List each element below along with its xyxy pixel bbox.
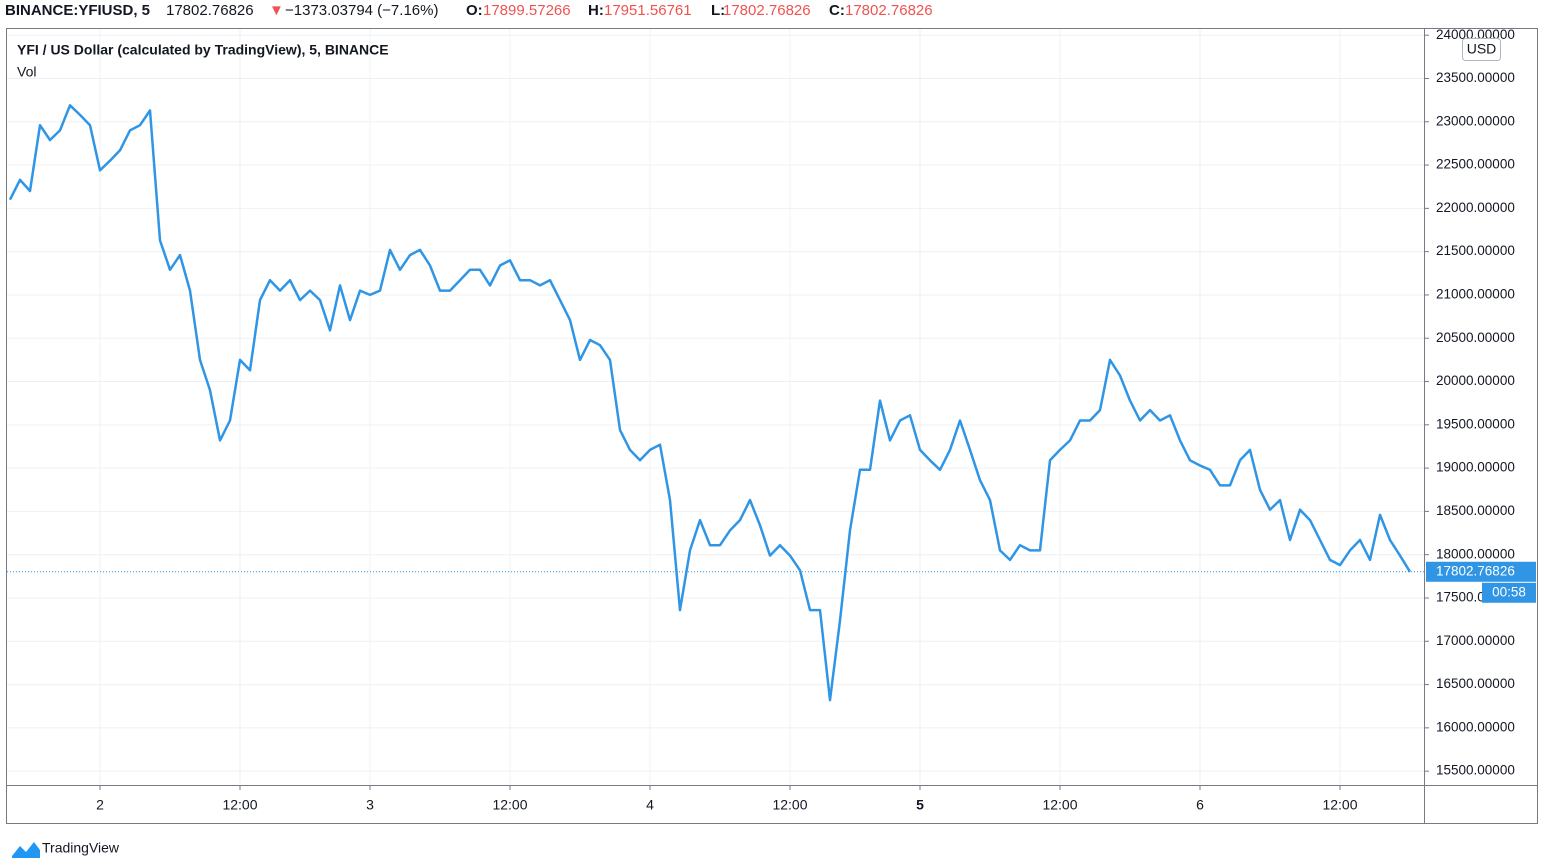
marks: 24000.0000023500.0000023000.0000022500.0… xyxy=(7,27,1536,813)
low-label: L: xyxy=(711,2,725,19)
y-tick-label: 15500.00000 xyxy=(1436,763,1515,778)
x-tick-label: 12:00 xyxy=(772,797,807,813)
unit-label: USD xyxy=(1467,41,1497,57)
y-tick-label: 23000.00000 xyxy=(1436,113,1515,128)
y-tick-label: 20000.00000 xyxy=(1436,373,1515,388)
y-tick-label: 21500.00000 xyxy=(1436,243,1515,258)
brand: TradingView xyxy=(42,840,120,856)
x-tick-label: 12:00 xyxy=(1042,797,1077,813)
open-value: 17899.57266 xyxy=(483,2,571,19)
y-tick-label: 19500.00000 xyxy=(1436,416,1515,431)
y-tick-label: 16500.00000 xyxy=(1436,676,1515,691)
unit-box[interactable] xyxy=(1462,38,1501,61)
y-tick-label: 16000.00000 xyxy=(1436,719,1515,734)
y-tick-label: 23500.00000 xyxy=(1436,70,1515,85)
close-value: 17802.76826 xyxy=(845,2,933,19)
y-tick-label: 21000.00000 xyxy=(1436,287,1515,302)
y-tick-label: 17000.00000 xyxy=(1436,633,1515,648)
y-tick-label: 18500.00000 xyxy=(1436,503,1515,518)
brand-logo xyxy=(12,842,40,858)
y-tick-label: 22000.00000 xyxy=(1436,200,1515,215)
x-tick-label: 4 xyxy=(646,797,654,813)
price-line xyxy=(8,104,1412,702)
volume-label: Vol xyxy=(17,64,36,80)
chart-frame xyxy=(6,28,1538,824)
chart-title: YFI / US Dollar (calculated by TradingVi… xyxy=(17,42,389,58)
y-tick-label: 20500.00000 xyxy=(1436,330,1515,345)
grid xyxy=(7,29,1429,790)
open-label: O: xyxy=(466,2,483,19)
change-arrow: ▼ xyxy=(269,2,284,19)
high-label: H: xyxy=(588,2,604,19)
last-price-box xyxy=(1426,561,1536,582)
y-tick-label: 19000.00000 xyxy=(1436,460,1515,475)
x-tick-label: 12:00 xyxy=(1322,797,1357,813)
x-tick-label: 3 xyxy=(366,797,374,813)
countdown: 00:58 xyxy=(1492,584,1526,599)
x-tick-label: 12:00 xyxy=(222,797,257,813)
x-tick-label: 5 xyxy=(916,797,924,813)
change: −1373.03794 (−7.16%) xyxy=(285,2,438,19)
countdown-box xyxy=(1482,582,1536,603)
close-label: C: xyxy=(829,2,845,19)
x-tick-label: 6 xyxy=(1196,797,1204,813)
last-price: 17802.76826 xyxy=(166,2,254,19)
x-tick-label: 2 xyxy=(96,797,104,813)
x-tick-label: 12:00 xyxy=(492,797,527,813)
high-value: 17951.56761 xyxy=(604,2,692,19)
y-tick-label: 18000.00000 xyxy=(1436,546,1515,561)
y-tick-label: 22500.00000 xyxy=(1436,157,1515,172)
last-price-label: 17802.76826 xyxy=(1436,563,1515,578)
low-value: 17802.76826 xyxy=(723,2,811,19)
symbol: BINANCE:YFIUSD, 5 xyxy=(5,2,150,19)
